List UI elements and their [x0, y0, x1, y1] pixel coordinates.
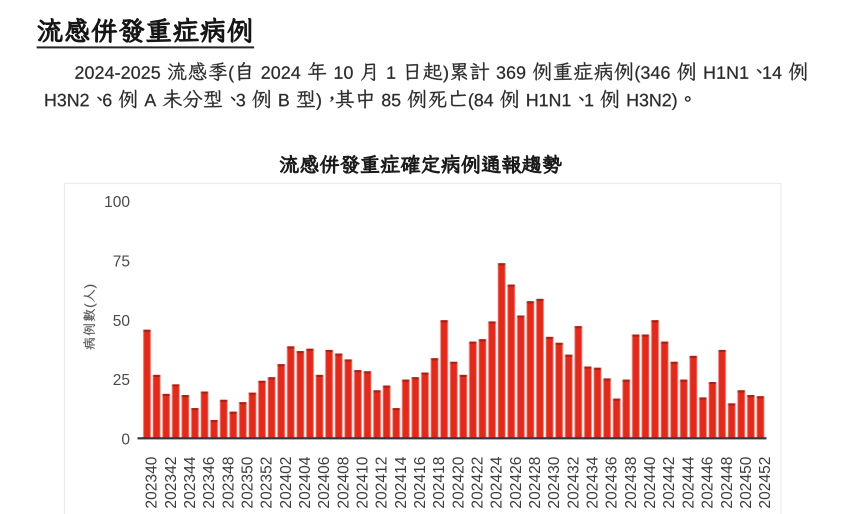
- svg-text:202342: 202342: [163, 457, 180, 509]
- svg-text:202344: 202344: [182, 456, 199, 508]
- svg-text:202424: 202424: [489, 456, 506, 508]
- svg-text:202444: 202444: [680, 456, 697, 508]
- svg-text:202420: 202420: [450, 456, 467, 508]
- svg-text:202428: 202428: [527, 457, 544, 509]
- svg-text:202402: 202402: [278, 457, 295, 509]
- svg-text:202448: 202448: [719, 457, 736, 509]
- svg-text:202418: 202418: [431, 457, 448, 509]
- svg-text:202406: 202406: [316, 457, 333, 509]
- svg-text:202438: 202438: [623, 457, 640, 509]
- svg-text:202436: 202436: [604, 457, 621, 509]
- svg-text:202414: 202414: [393, 456, 410, 508]
- svg-text:202422: 202422: [470, 457, 487, 509]
- svg-text:202352: 202352: [259, 457, 276, 509]
- svg-text:202404: 202404: [297, 456, 314, 508]
- svg-text:202426: 202426: [508, 457, 525, 509]
- svg-text:202408: 202408: [335, 457, 352, 509]
- svg-text:50: 50: [113, 313, 131, 330]
- svg-text:202450: 202450: [738, 456, 755, 508]
- svg-text:25: 25: [113, 372, 130, 389]
- svg-text:202416: 202416: [412, 457, 429, 509]
- svg-text:202434: 202434: [585, 456, 602, 508]
- svg-text:202430: 202430: [546, 456, 563, 508]
- svg-text:202452: 202452: [757, 457, 774, 509]
- svg-text:202410: 202410: [355, 456, 372, 508]
- svg-text:202346: 202346: [201, 457, 218, 509]
- svg-text:202440: 202440: [642, 456, 659, 508]
- svg-text:202340: 202340: [144, 456, 161, 508]
- svg-text:100: 100: [104, 194, 130, 211]
- svg-text:75: 75: [113, 253, 130, 270]
- svg-text:0: 0: [121, 432, 130, 449]
- svg-text:202446: 202446: [700, 457, 717, 509]
- svg-text:202412: 202412: [374, 457, 391, 509]
- svg-text:202348: 202348: [220, 457, 237, 509]
- svg-text:202350: 202350: [240, 456, 257, 508]
- svg-text:202442: 202442: [661, 457, 678, 509]
- svg-text:202432: 202432: [565, 457, 582, 509]
